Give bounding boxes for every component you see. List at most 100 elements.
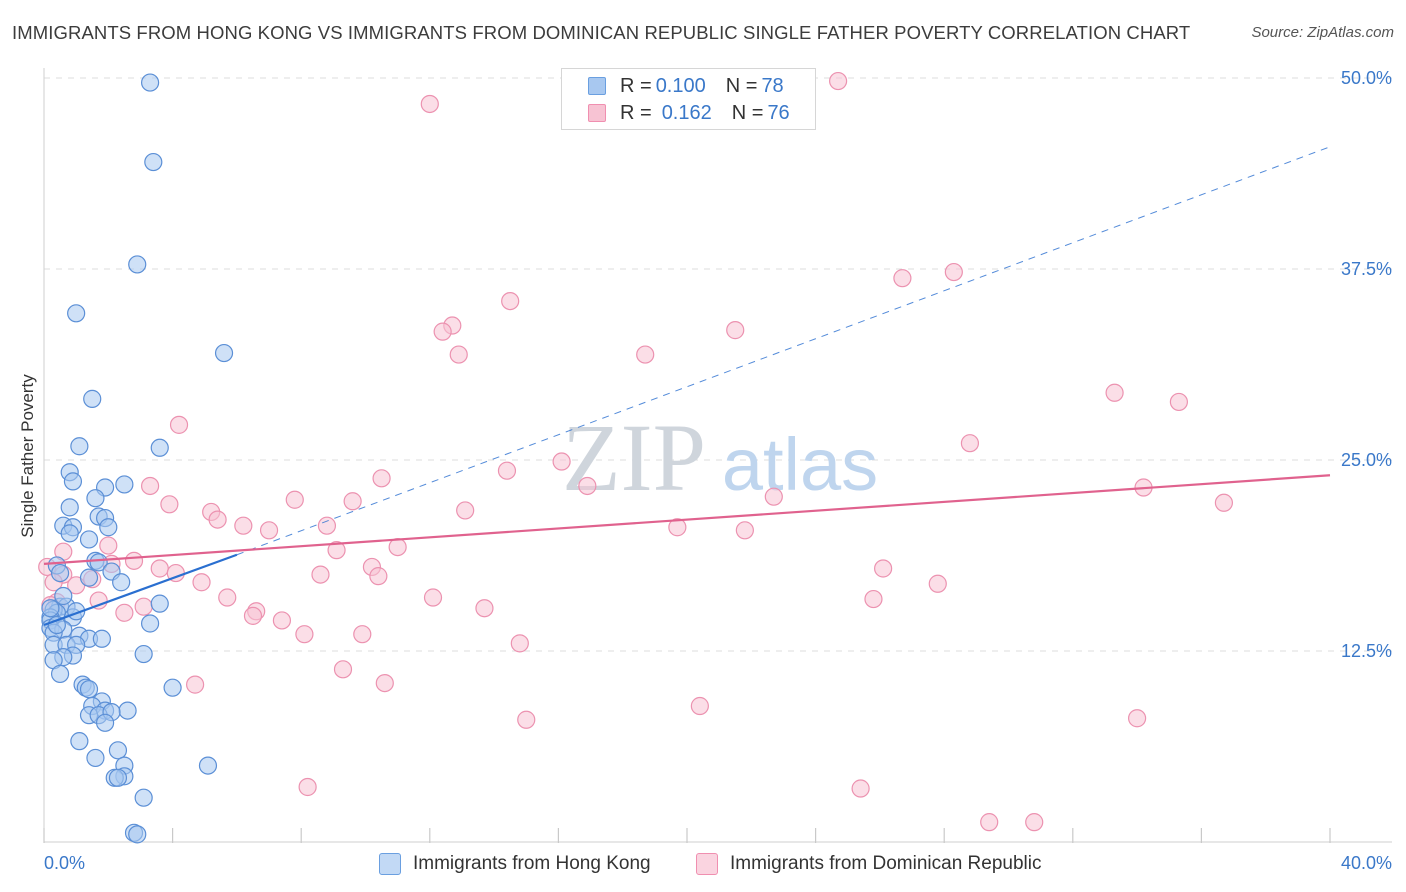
y-tick-label: 12.5% xyxy=(1341,641,1392,661)
point-hongkong xyxy=(140,614,160,633)
legend-swatch-pink xyxy=(588,104,606,122)
point-dominican xyxy=(243,606,263,625)
trend-lines xyxy=(43,146,1331,627)
point-dominican xyxy=(327,541,346,560)
point-dominican xyxy=(298,777,317,797)
point-hongkong xyxy=(70,732,89,751)
point-dominican xyxy=(423,588,443,607)
point-dominican xyxy=(99,536,118,555)
point-hongkong xyxy=(41,599,60,618)
bottom-legend-label-dominican: Immigrants from Dominican Republic xyxy=(730,853,1042,874)
gridlines xyxy=(44,77,1392,652)
point-dominican xyxy=(218,588,237,607)
point-dominican xyxy=(343,492,362,511)
point-dominican xyxy=(134,597,153,616)
watermark-zip: ZIP xyxy=(562,404,706,511)
y-tick-label: 37.5% xyxy=(1341,259,1392,279)
point-dominican xyxy=(234,516,253,535)
legend-swatch-blue xyxy=(588,77,606,95)
legend-row-hongkong: R = 0.100 N = 78 xyxy=(588,75,784,97)
y-tick-label: 25.0% xyxy=(1341,450,1392,470)
point-hongkong xyxy=(95,713,115,732)
point-dominican xyxy=(433,322,452,341)
point-dominican xyxy=(944,262,963,282)
series-hongkong-points xyxy=(41,73,234,844)
watermark-atlas: atlas xyxy=(722,423,878,506)
point-hongkong xyxy=(108,768,128,787)
x-tick-label-min: 0.0% xyxy=(44,853,85,873)
legend-n-value: 76 xyxy=(767,101,790,124)
point-dominican xyxy=(764,487,783,506)
point-hongkong xyxy=(144,152,163,172)
point-dominican xyxy=(552,452,571,471)
point-hongkong xyxy=(134,644,153,664)
bottom-legend-dominican: Immigrants from Dominican Republic xyxy=(696,852,1042,876)
y-tick-label: 50.0% xyxy=(1341,68,1392,88)
point-hongkong xyxy=(128,825,147,844)
chart-title: IMMIGRANTS FROM HONG KONG VS IMMIGRANTS … xyxy=(12,22,1191,43)
point-hongkong xyxy=(115,475,134,494)
point-dominican xyxy=(851,779,870,798)
trend-hongkong xyxy=(43,553,238,627)
point-dominican xyxy=(375,673,394,693)
point-hongkong xyxy=(140,73,160,92)
bottom-legend-swatch-blue xyxy=(379,853,401,875)
point-dominican xyxy=(475,599,494,618)
point-dominican xyxy=(1127,709,1147,728)
legend-r-label: R = xyxy=(620,101,652,124)
point-dominican xyxy=(893,269,912,288)
point-dominican xyxy=(449,345,468,364)
point-dominican xyxy=(1169,392,1188,412)
point-dominican xyxy=(333,660,353,679)
point-dominican xyxy=(1214,493,1234,512)
point-dominican xyxy=(311,565,330,584)
point-dominican xyxy=(864,589,883,609)
point-hongkong xyxy=(150,438,169,457)
point-dominican xyxy=(690,696,709,716)
point-hongkong xyxy=(89,553,108,572)
point-dominican xyxy=(874,559,893,578)
point-dominican xyxy=(388,537,407,557)
legend-r-value: 0.100 xyxy=(655,74,706,97)
point-dominican xyxy=(1105,383,1124,402)
point-dominican xyxy=(186,675,205,694)
point-dominican xyxy=(980,813,999,832)
correlation-legend: R = 0.100 N = 78 R = 0.162 N = 76 xyxy=(561,68,816,130)
axes xyxy=(43,68,1392,843)
point-hongkong xyxy=(70,437,89,456)
series-dominican-points xyxy=(38,71,1234,832)
point-dominican xyxy=(578,476,597,496)
point-hongkong xyxy=(128,255,147,274)
point-dominican xyxy=(1025,813,1044,832)
point-dominican xyxy=(160,495,179,514)
legend-r-value: 0.162 xyxy=(661,101,712,124)
trend-dominican xyxy=(43,474,1331,566)
bottom-legend-hongkong: Immigrants from Hong Kong xyxy=(379,852,651,876)
point-hongkong xyxy=(86,748,105,768)
point-hongkong xyxy=(83,389,102,408)
legend-row-dominican: R = 0.162 N = 76 xyxy=(588,102,790,124)
point-dominican xyxy=(115,603,134,622)
point-dominican xyxy=(497,461,517,480)
legend-r-label: R = xyxy=(620,74,652,97)
point-dominican xyxy=(960,434,980,453)
point-hongkong xyxy=(86,489,105,508)
point-dominican xyxy=(124,551,144,570)
point-hongkong xyxy=(63,472,83,491)
point-hongkong xyxy=(108,741,128,760)
point-dominican xyxy=(510,634,529,653)
point-dominican xyxy=(192,573,211,592)
point-hongkong xyxy=(54,586,73,606)
point-dominican xyxy=(295,625,314,644)
point-dominican xyxy=(169,415,189,434)
point-dominican xyxy=(372,469,391,488)
point-hongkong xyxy=(150,594,169,613)
point-hongkong xyxy=(214,343,234,363)
point-hongkong xyxy=(60,498,79,517)
point-dominican xyxy=(501,291,520,311)
point-dominican xyxy=(259,521,279,540)
legend-n-label: N = xyxy=(731,101,764,124)
point-dominican xyxy=(208,510,227,529)
point-dominican xyxy=(726,321,745,340)
point-hongkong xyxy=(60,524,79,543)
